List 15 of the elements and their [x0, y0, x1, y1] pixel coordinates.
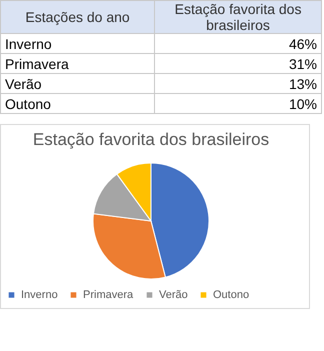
chart-title: Estação favorita dos brasileiros: [32, 130, 270, 149]
legend-label: Primavera: [83, 288, 134, 301]
text: Estações do ano: [0, 0, 155, 34]
legend-label: Inverno: [21, 288, 58, 301]
text: Inverno: [0, 34, 155, 54]
text: Estação favorita dos brasileiros: [154, 0, 322, 34]
legend-label: Outono: [213, 288, 250, 301]
text: Verão: [0, 74, 155, 94]
text: 10%: [154, 94, 322, 114]
text: 46%: [154, 34, 322, 54]
text: 13%: [154, 74, 322, 94]
text: Primavera: [0, 54, 155, 74]
text: 31%: [154, 54, 322, 74]
legend-label: Verão: [159, 288, 188, 301]
text: Outono: [0, 94, 155, 114]
